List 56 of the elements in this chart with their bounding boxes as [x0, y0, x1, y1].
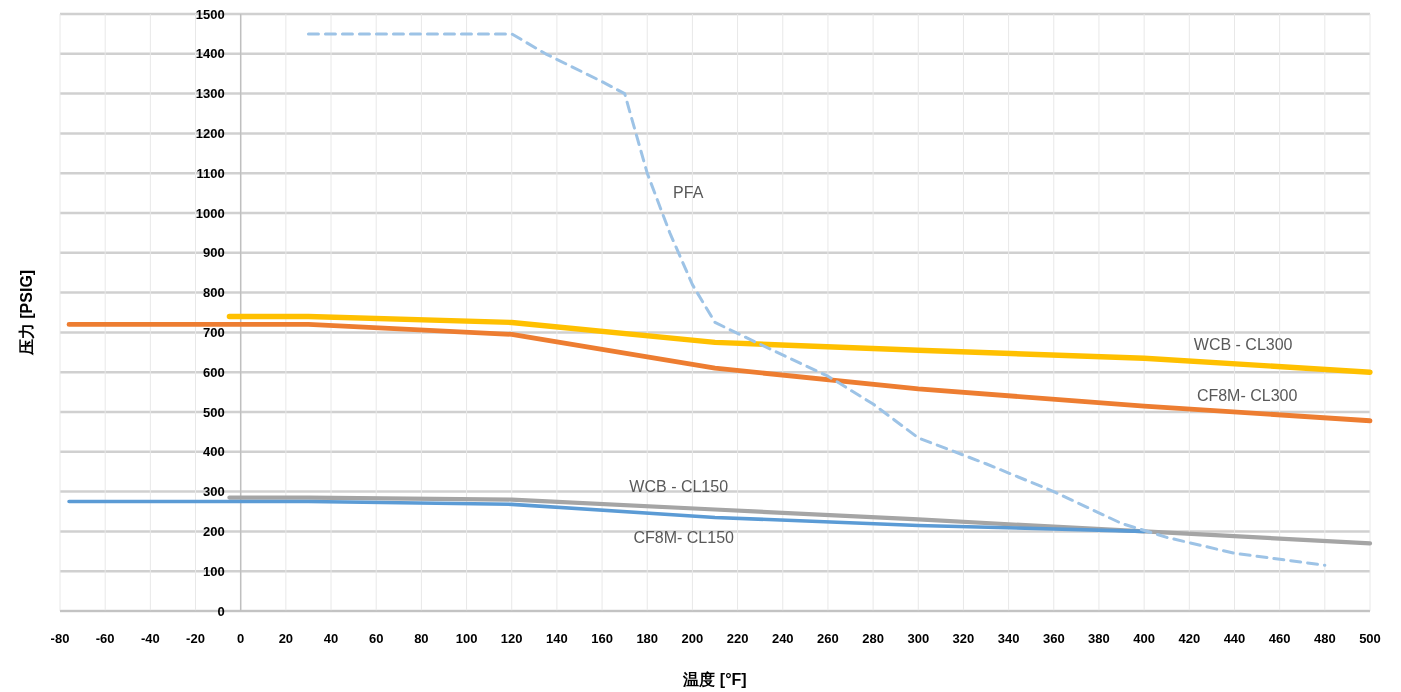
- y-tick-label: 1000: [195, 205, 225, 221]
- x-tick-label: -20: [186, 631, 205, 646]
- x-tick-label: 140: [546, 631, 568, 646]
- y-tick-label: 1300: [195, 86, 225, 102]
- x-tick-label: 0: [237, 631, 245, 646]
- x-tick-label: 160: [591, 631, 613, 646]
- y-tick-label: 1200: [195, 125, 225, 141]
- y-tick-label: 1100: [196, 165, 225, 181]
- x-tick-label: 420: [1178, 631, 1201, 646]
- x-tick-label: 20: [278, 631, 294, 646]
- x-tick-label: 340: [997, 631, 1020, 646]
- y-axis-title: 压力 [PSIG]: [18, 269, 35, 357]
- x-tick-label: 80: [414, 631, 429, 646]
- y-tick-label: 800: [202, 285, 225, 301]
- x-tick-label: 120: [500, 631, 523, 646]
- y-tick-label: 300: [202, 484, 225, 500]
- x-tick-label: 320: [952, 631, 975, 646]
- x-tick-label: 200: [681, 631, 704, 646]
- y-tick-label: 0: [217, 603, 225, 619]
- line-series: [227, 495, 1373, 546]
- x-tick-label: 280: [862, 631, 884, 646]
- x-tick-label: 240: [771, 631, 794, 646]
- x-tick-label: 220: [726, 631, 749, 646]
- x-tick-label: 500: [1359, 631, 1381, 646]
- x-tick-label: 460: [1268, 631, 1291, 646]
- x-tick-label: 400: [1133, 631, 1155, 646]
- y-tick-label: 1400: [195, 46, 225, 62]
- series-label: PFA: [673, 184, 704, 202]
- x-tick-label: 100: [455, 631, 478, 646]
- x-tick-label: 440: [1223, 631, 1246, 646]
- x-tick-label: -40: [140, 631, 160, 646]
- y-tick-label: 200: [202, 523, 225, 539]
- x-tick-label: 60: [368, 631, 384, 646]
- x-tick-label: 260: [817, 631, 839, 646]
- x-tick-label: 360: [1042, 631, 1065, 646]
- y-tick-label: 100: [202, 563, 225, 579]
- x-tick-label: 480: [1313, 631, 1336, 646]
- y-tick-label: 900: [202, 245, 225, 261]
- line-series: [66, 322, 1373, 424]
- y-tick-label: 700: [202, 324, 225, 340]
- y-tick-label: 1500: [195, 6, 225, 22]
- x-tick-label: 180: [636, 631, 659, 646]
- y-tick-label: 500: [202, 404, 225, 420]
- line-series: [306, 32, 1327, 567]
- x-tick-label: -60: [95, 631, 115, 646]
- x-tick-label: 380: [1088, 631, 1110, 646]
- series-label: WCB - CL150: [629, 477, 729, 495]
- series-label: CF8M- CL150: [633, 529, 735, 547]
- x-tick-label: 40: [323, 631, 339, 646]
- y-tick-label: 400: [202, 444, 225, 460]
- x-axis-title: 温度 [°F]: [682, 670, 747, 688]
- y-tick-label: 600: [202, 364, 225, 380]
- series-label: CF8M- CL300: [1196, 387, 1298, 405]
- series-label: WCB - CL300: [1193, 336, 1293, 354]
- x-tick-label: -80: [50, 631, 70, 646]
- x-tick-label: 300: [907, 631, 930, 646]
